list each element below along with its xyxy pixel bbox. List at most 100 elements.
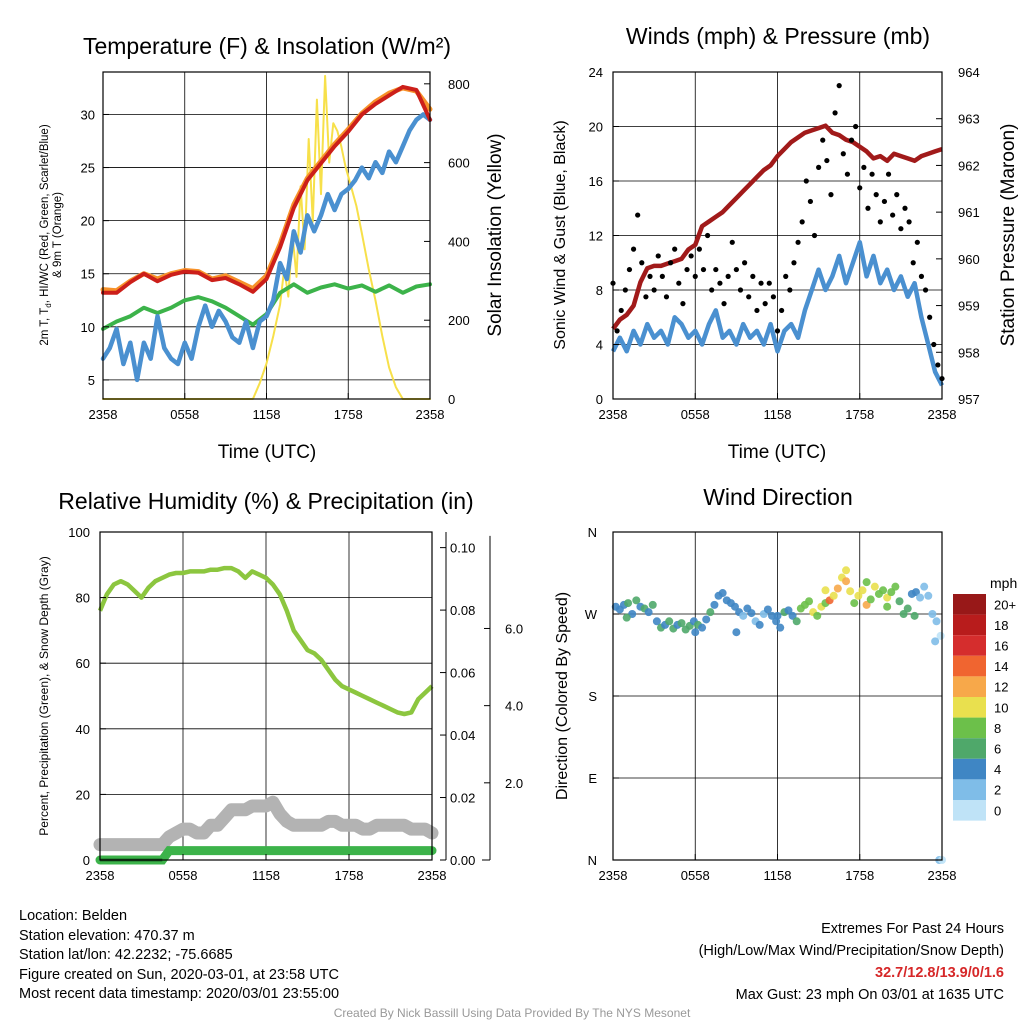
- wind-series-speed: [610, 240, 945, 387]
- wind-gust-point: [639, 260, 645, 266]
- wind-gust-point: [832, 110, 838, 116]
- dir-point: [706, 608, 715, 617]
- wind-gust-point: [894, 192, 900, 198]
- wind-ytick-label: 20: [589, 120, 603, 135]
- wind-gust-point: [758, 280, 764, 286]
- wind-ytick-label: 24: [589, 65, 603, 80]
- wind-gust-point: [766, 280, 772, 286]
- wind-ytick-right-label: 957: [958, 392, 980, 407]
- dir-legend-label: 8: [994, 721, 1001, 736]
- rh-panel: Relative Humidity (%) & Precipitation (i…: [37, 488, 523, 883]
- dir-point: [665, 617, 674, 626]
- wind-ytick-label: 4: [596, 338, 603, 353]
- dir-legend-swatch: [953, 779, 986, 800]
- temp-ylabel-part1: 2m T, T: [39, 308, 51, 346]
- wind-gust-point: [774, 328, 781, 334]
- dir-point: [924, 591, 933, 600]
- dir-point: [883, 593, 892, 602]
- wind-ytick-label: 16: [589, 174, 603, 189]
- wind-gust-point: [659, 273, 665, 279]
- rh-ylabel: Percent, Precipitation (Green), & Snow D…: [37, 556, 51, 835]
- wind-ylabel-left: Sonic Wind & Gust (Blue, Black): [552, 120, 569, 349]
- dir-point: [624, 599, 633, 608]
- dir-point: [768, 611, 777, 620]
- temp-ytick-right-label: 0: [448, 392, 455, 407]
- temp-title: Temperature (F) & Insolation (W/m²): [83, 33, 451, 59]
- dir-point: [718, 589, 727, 598]
- wind-gust-point: [853, 123, 859, 130]
- wind-title: Winds (mph) & Pressure (mb): [626, 23, 930, 49]
- wind-gust-point: [898, 226, 904, 232]
- dir-point: [862, 578, 871, 587]
- wind-ytick-right-label: 960: [958, 252, 980, 267]
- wind-gust-point: [857, 185, 863, 191]
- dir-point: [813, 611, 822, 620]
- rh-ytick-label: 60: [76, 656, 90, 671]
- dir-ytick-label: E: [588, 771, 597, 786]
- latlon-line: Station lat/lon: 42.2232; -75.6685: [19, 947, 233, 963]
- wind-gust-point: [820, 137, 826, 143]
- temp-series-windchill: [100, 112, 433, 383]
- temp-ytick-label: 30: [81, 107, 95, 122]
- wind-ytick-right-label: 959: [958, 299, 980, 314]
- wind-gust-point: [783, 273, 789, 279]
- dir-point: [932, 617, 941, 626]
- wind-gust-point: [713, 266, 719, 273]
- temp-xtick-label: 1758: [334, 407, 363, 422]
- dir-legend-swatch: [953, 635, 986, 656]
- wind-gust-point: [750, 273, 756, 279]
- wind-ytick-right-label: 964: [958, 65, 980, 80]
- rh-xtick-label: 0558: [169, 868, 198, 883]
- wind-gust-point: [836, 83, 842, 89]
- wind-ytick-label: 12: [589, 229, 603, 244]
- wind-xlabel: Time (UTC): [728, 442, 827, 463]
- wind-gust-point: [672, 246, 678, 252]
- dir-point: [644, 608, 653, 617]
- dir-legend-swatch: [953, 676, 986, 697]
- dir-legend-label: 0: [994, 803, 1001, 818]
- dir-point: [739, 611, 748, 620]
- station-info: Location: Belden Station elevation: 470.…: [19, 907, 339, 1005]
- dir-point: [895, 597, 904, 606]
- dir-point: [936, 631, 945, 640]
- credit-line: Created By Nick Bassill Using Data Provi…: [333, 1006, 691, 1020]
- wind-gust-point: [906, 219, 912, 225]
- wind-series: [610, 83, 945, 387]
- wind-gust-point: [635, 212, 641, 218]
- wind-gust-point: [935, 362, 941, 368]
- wind-gust-point: [816, 164, 822, 170]
- wind-gust-point: [931, 341, 937, 348]
- temp-xtick-label: 0558: [170, 407, 199, 422]
- dir-point: [891, 582, 900, 591]
- wind-gust-point: [618, 307, 624, 314]
- dir-point: [652, 617, 661, 626]
- dir-series: [611, 566, 946, 864]
- dir-grid: [613, 532, 942, 860]
- wind-panel: Winds (mph) & Pressure (mb) 0 4 8 12 16 20 24 9…: [552, 23, 1019, 463]
- rh-ytick-label: 40: [76, 722, 90, 737]
- wind-gust-point: [746, 294, 752, 300]
- wind-ytick-right-label: 963: [958, 112, 980, 127]
- dir-xtick-label: 2358: [928, 868, 957, 883]
- dir-legend-label: 10: [994, 700, 1008, 715]
- wind-gust-point: [922, 287, 929, 293]
- dir-point: [910, 611, 919, 620]
- temp-ytick-label: 25: [81, 161, 95, 176]
- temp-ytick-label: 10: [81, 320, 95, 335]
- wind-xtick-label: 1158: [764, 407, 792, 422]
- temp-ytick-label: 5: [88, 373, 95, 388]
- dir-legend-label: 16: [994, 639, 1008, 654]
- rh-xtick-label: 2358: [418, 868, 447, 883]
- rh-precip-tick-label: 0.00: [450, 853, 475, 868]
- dir-point: [776, 623, 785, 632]
- dir-legend-swatch: [953, 800, 986, 821]
- temp-ytick-label: 15: [81, 267, 95, 282]
- dir-point: [931, 637, 940, 646]
- dir-point: [862, 600, 871, 609]
- rh-precip-tick-label: 0.02: [450, 791, 475, 806]
- dir-xtick-label: 2358: [599, 868, 628, 883]
- dir-xtick-label: 0558: [681, 868, 710, 883]
- dir-legend-label: 6: [994, 742, 1001, 757]
- dir-point: [677, 619, 686, 628]
